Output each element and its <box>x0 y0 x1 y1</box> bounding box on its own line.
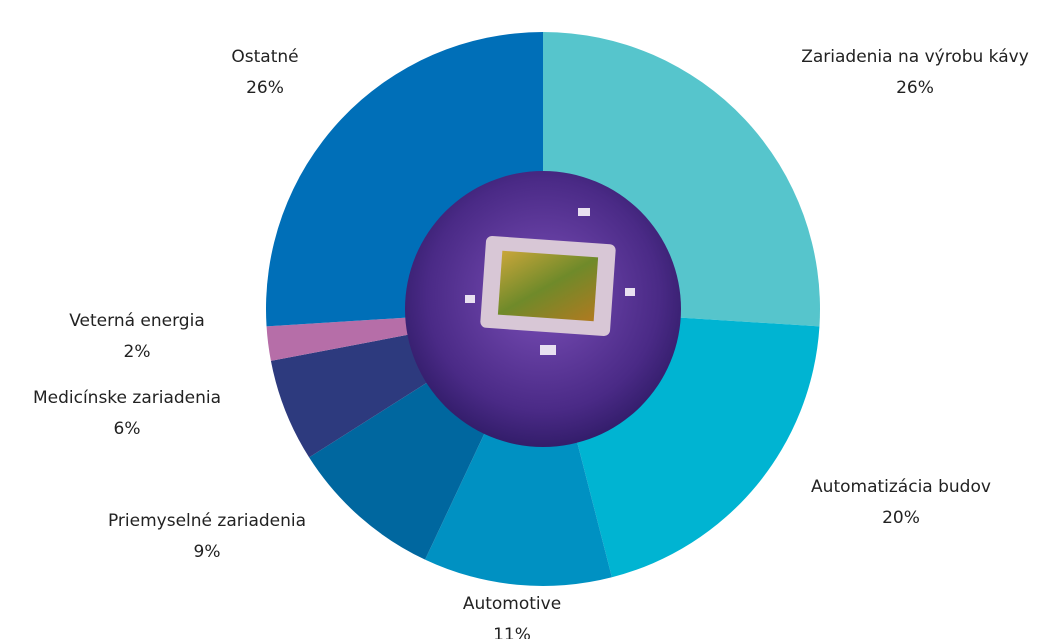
slice-value-label: 20% <box>882 508 920 528</box>
slice-label: Automotive <box>463 594 561 614</box>
slice-label: Zariadenia na výrobu kávy <box>801 47 1029 67</box>
slice-value-label: 26% <box>896 78 934 98</box>
slice-value-label: 2% <box>124 342 151 362</box>
slice-label: Automatizácia budov <box>811 477 991 497</box>
slice-label: Medicínske zariadenia <box>33 388 221 408</box>
slice-value-label: 9% <box>194 542 221 562</box>
center-image <box>405 171 681 447</box>
slice-value-label: 26% <box>246 78 284 98</box>
slice-label: Ostatné <box>231 47 298 67</box>
slice-value-label: 6% <box>114 419 141 439</box>
slice-label: Priemyselné zariadenia <box>108 511 306 531</box>
pie-slice <box>425 309 612 586</box>
slice-value-label: 11% <box>493 625 531 639</box>
slice-label: Veterná energia <box>69 311 205 331</box>
